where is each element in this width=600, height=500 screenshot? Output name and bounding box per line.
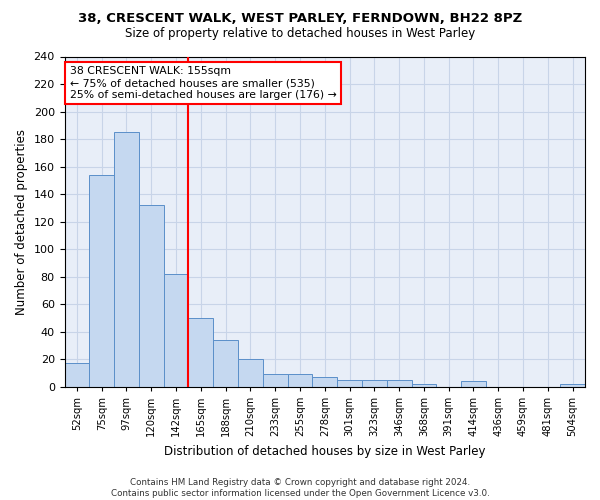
Bar — [337, 380, 362, 387]
Bar — [313, 377, 337, 387]
Bar — [387, 380, 412, 387]
Bar — [213, 340, 238, 387]
Bar — [263, 374, 287, 387]
Bar — [238, 359, 263, 387]
Bar — [412, 384, 436, 387]
Bar — [65, 364, 89, 387]
Text: 38 CRESCENT WALK: 155sqm
← 75% of detached houses are smaller (535)
25% of semi-: 38 CRESCENT WALK: 155sqm ← 75% of detach… — [70, 66, 337, 100]
Bar — [461, 382, 486, 387]
Text: Size of property relative to detached houses in West Parley: Size of property relative to detached ho… — [125, 28, 475, 40]
Y-axis label: Number of detached properties: Number of detached properties — [15, 128, 28, 314]
Bar — [287, 374, 313, 387]
Text: Contains HM Land Registry data © Crown copyright and database right 2024.
Contai: Contains HM Land Registry data © Crown c… — [110, 478, 490, 498]
Bar — [560, 384, 585, 387]
Bar — [164, 274, 188, 387]
Bar — [139, 205, 164, 387]
Bar — [362, 380, 387, 387]
Bar — [188, 318, 213, 387]
Bar — [114, 132, 139, 387]
X-axis label: Distribution of detached houses by size in West Parley: Distribution of detached houses by size … — [164, 444, 485, 458]
Bar — [89, 175, 114, 387]
Text: 38, CRESCENT WALK, WEST PARLEY, FERNDOWN, BH22 8PZ: 38, CRESCENT WALK, WEST PARLEY, FERNDOWN… — [78, 12, 522, 26]
